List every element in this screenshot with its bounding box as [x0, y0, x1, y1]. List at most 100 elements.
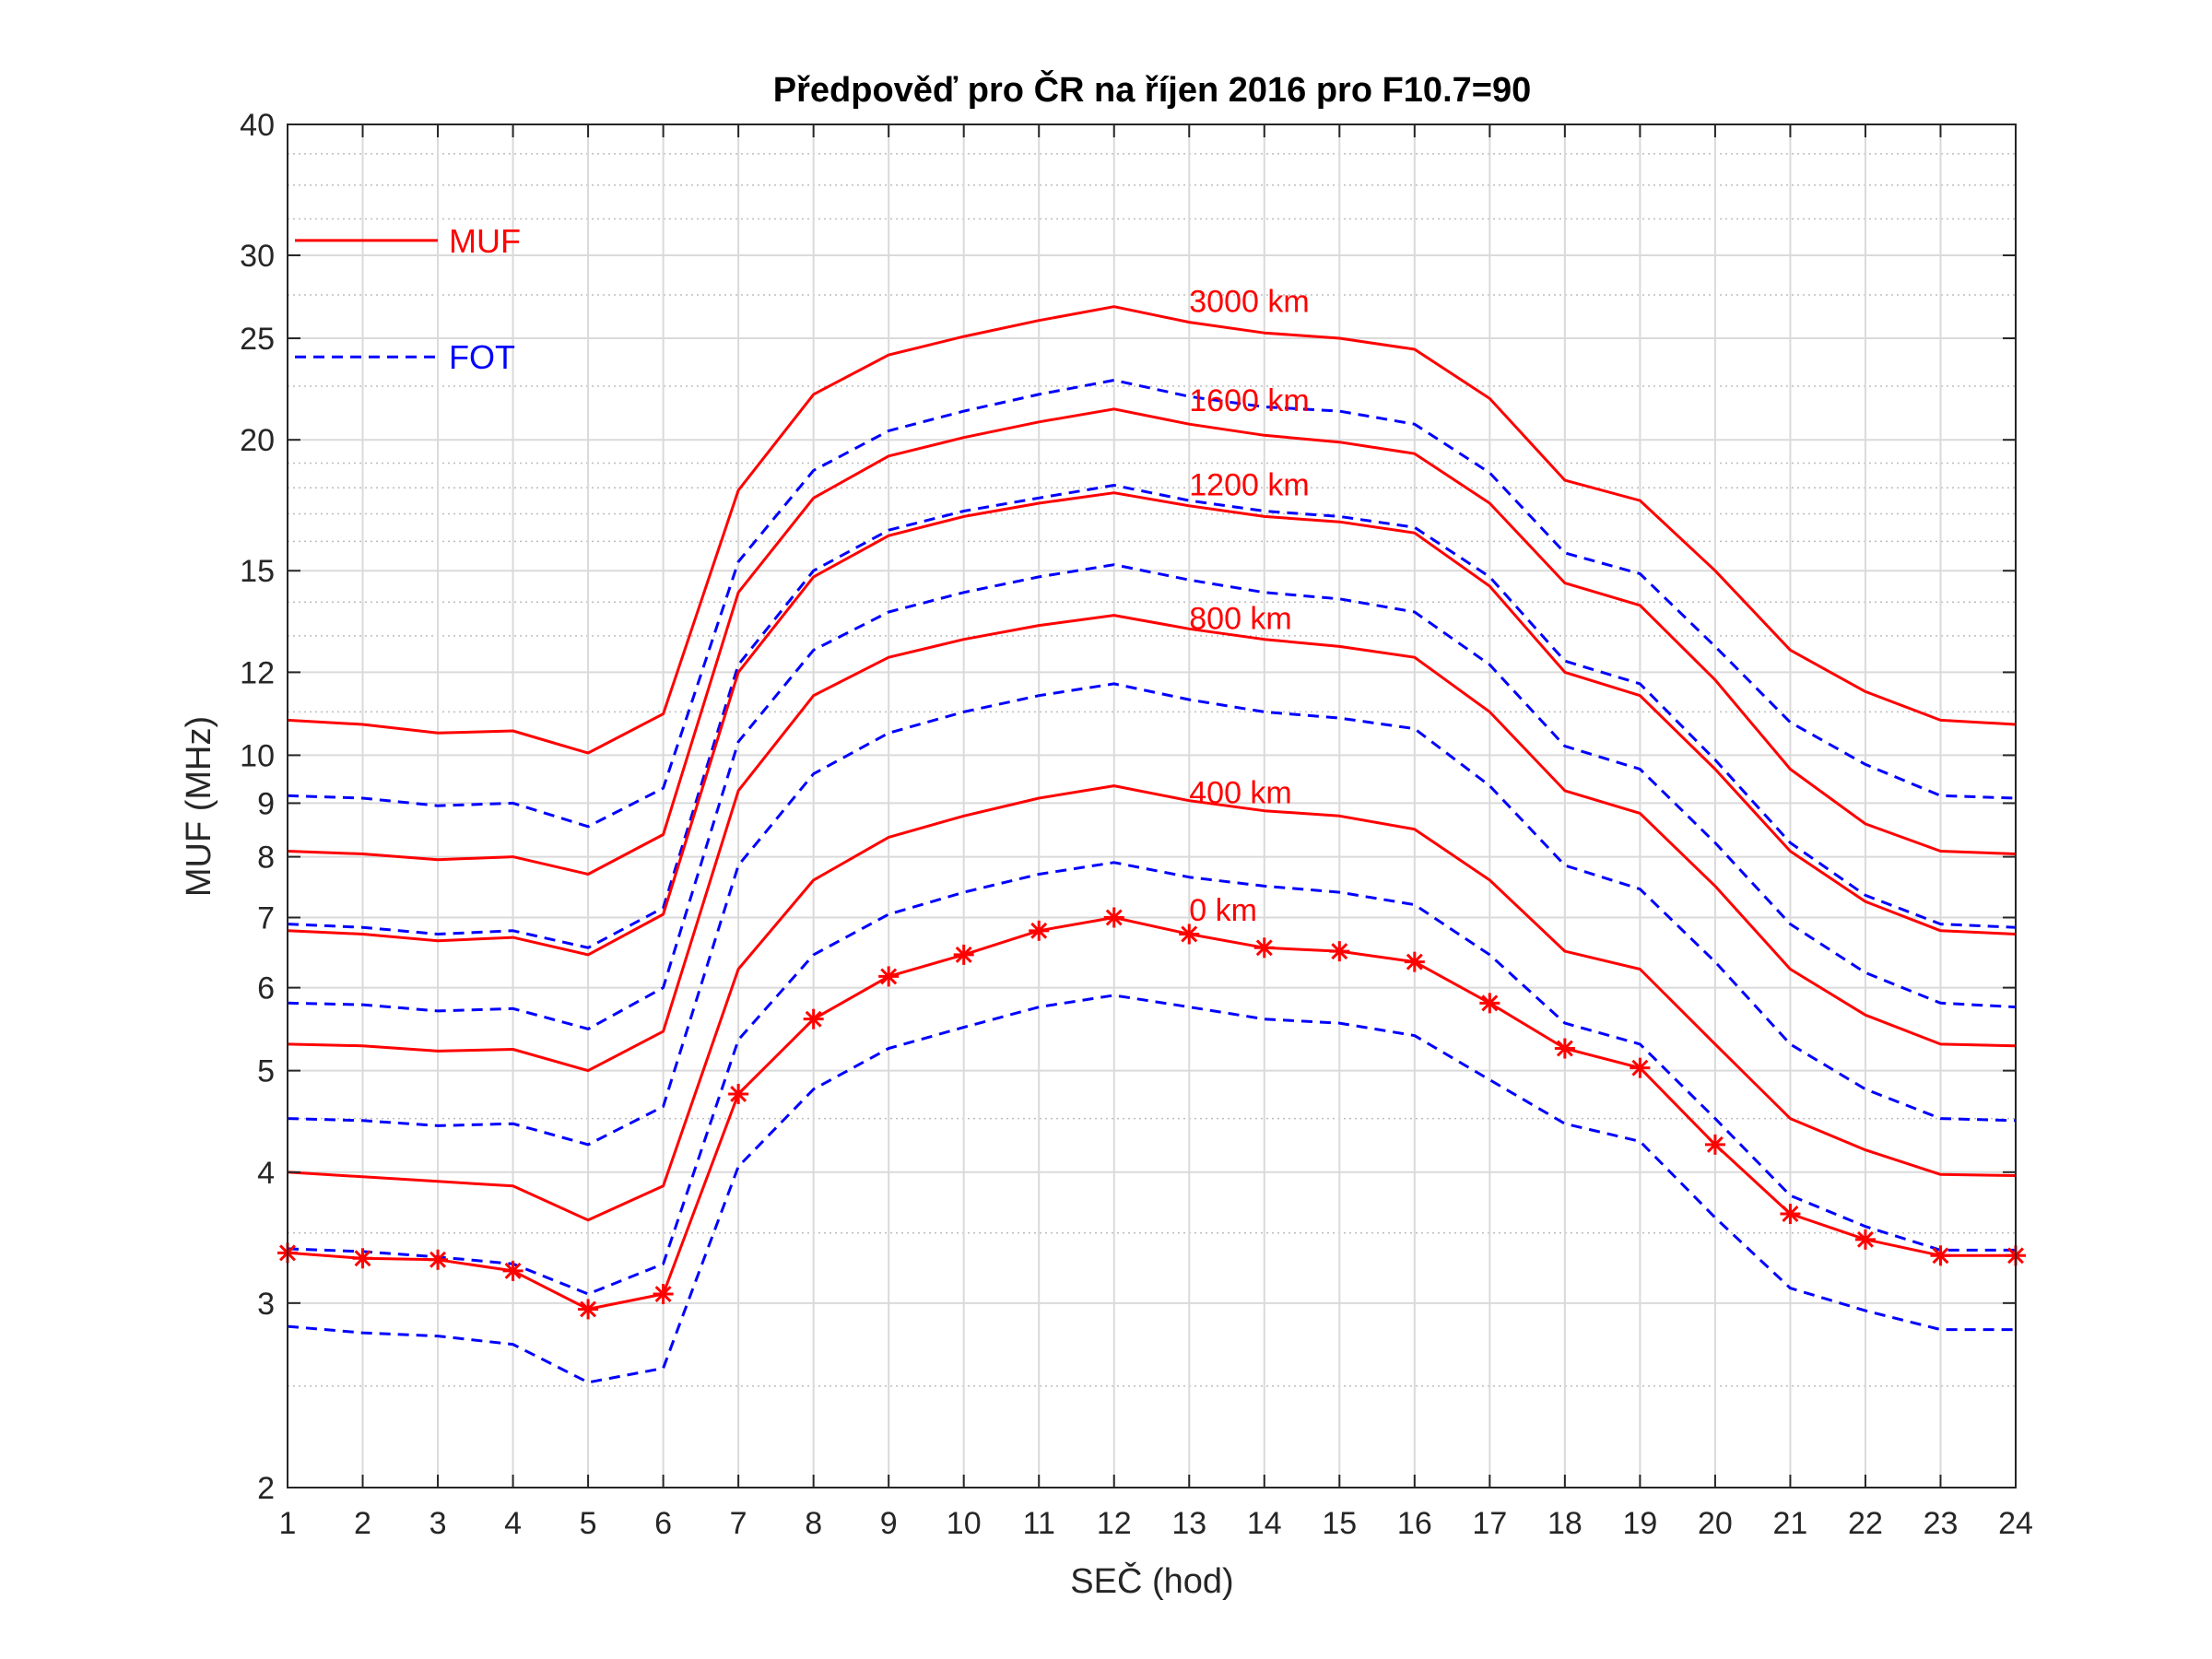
marker-stroke	[654, 1286, 672, 1303]
distance-label: 800 km	[1189, 601, 1292, 636]
data-point-muf-0km	[1329, 941, 1350, 962]
y-tick-label: 2	[257, 1471, 275, 1506]
x-tick-label: 14	[1247, 1506, 1282, 1541]
y-tick-label: 25	[240, 322, 275, 357]
x-tick-label: 19	[1622, 1506, 1657, 1541]
data-point-muf-0km	[1854, 1229, 1876, 1250]
y-tick-label: 15	[240, 554, 275, 589]
x-tick-label: 21	[1773, 1506, 1808, 1541]
series-line-muf-1200km	[287, 491, 2017, 957]
marker-stroke	[1331, 943, 1348, 960]
marker-stroke	[805, 1010, 822, 1028]
x-tick-label: 4	[504, 1506, 522, 1541]
y-tick-label: 5	[257, 1054, 275, 1089]
data-point-muf-0km	[1780, 1203, 1801, 1224]
y-tick-label: 6	[257, 971, 275, 1006]
series-line-muf-0km	[287, 916, 2016, 1311]
x-tick-label: 5	[580, 1506, 597, 1541]
data-point-muf-0km	[1630, 1057, 1651, 1078]
data-point-muf-0km	[1554, 1038, 1575, 1059]
x-tick-label: 9	[880, 1506, 898, 1541]
legend: MUF FOT	[295, 222, 521, 376]
x-axis-label: SEČ (hod)	[1070, 1560, 1233, 1601]
plot-area	[288, 124, 2016, 1488]
x-tick-label: 8	[805, 1506, 822, 1541]
marker-stroke	[730, 1085, 747, 1102]
marker-stroke	[1932, 1247, 1949, 1265]
marker-stroke	[1030, 922, 1048, 939]
marker-stroke	[1105, 909, 1123, 926]
data-point-muf-0km	[878, 966, 900, 987]
series-line-muf-400km	[287, 784, 2017, 1222]
distance-labels: 3000 km 1600 km 1200 km 800 km 400 km 0 km	[1189, 284, 1309, 928]
marker-stroke	[1631, 1059, 1649, 1077]
x-tick-label: 10	[947, 1506, 982, 1541]
marker-stroke	[1255, 939, 1273, 957]
distance-label: 1200 km	[1189, 468, 1309, 503]
data-point-muf-0km	[428, 1249, 449, 1270]
data-point-muf-0km	[1179, 924, 1200, 945]
distance-label: 400 km	[1189, 775, 1292, 810]
data-point-muf-0km	[1479, 993, 1500, 1014]
series-line-muf-800km	[287, 614, 2017, 1073]
series-layer	[277, 305, 2026, 1384]
marker-stroke	[504, 1262, 522, 1279]
data-point-muf-0km	[1704, 1134, 1725, 1155]
marker-stroke	[429, 1251, 447, 1268]
marker-stroke	[880, 968, 898, 985]
x-tick-label: 18	[1547, 1506, 1583, 1541]
y-tick-label: 20	[240, 423, 275, 458]
y-tick-label: 9	[257, 786, 275, 821]
data-point-muf-0km	[953, 944, 974, 965]
y-tick-label: 3	[257, 1287, 275, 1322]
x-tick-label: 22	[1848, 1506, 1883, 1541]
distance-label: 1600 km	[1189, 383, 1309, 418]
y-axis-label: MUF (MHz)	[180, 716, 218, 897]
data-point-muf-0km	[653, 1284, 674, 1305]
x-tick-label: 7	[730, 1506, 747, 1541]
y-tick-label: 10	[240, 738, 275, 773]
marker-stroke	[354, 1250, 371, 1267]
marker-stroke	[1481, 994, 1499, 1012]
series-line-fot-800km	[287, 682, 2017, 1147]
data-point-muf-0km	[502, 1260, 524, 1281]
marker-stroke	[1181, 925, 1198, 943]
marker-stroke	[1406, 953, 1423, 971]
x-tick-label: 11	[1023, 1506, 1055, 1541]
x-tick-label: 13	[1171, 1506, 1206, 1541]
marker-stroke	[955, 946, 972, 963]
distance-label: 0 km	[1189, 893, 1257, 928]
y-tick-label: 7	[257, 901, 275, 936]
x-tick-label: 23	[1924, 1506, 1959, 1541]
series-line-fot-0km	[287, 994, 2016, 1384]
legend-label-muf: MUF	[449, 222, 521, 260]
data-point-muf-0km	[352, 1248, 373, 1269]
series-line-fot-1600km	[287, 484, 2017, 949]
y-tick-label: 4	[257, 1156, 275, 1191]
series-line-muf-1600km	[287, 407, 2017, 876]
x-tick-label: 1	[279, 1506, 297, 1541]
series-line-fot-1200km	[287, 563, 2017, 1030]
y-tick-label: 8	[257, 841, 275, 876]
data-point-muf-0km	[1930, 1245, 1951, 1266]
marker-stroke	[580, 1300, 597, 1318]
x-tick-label: 24	[1998, 1506, 2033, 1541]
data-point-muf-0km	[803, 1008, 824, 1030]
x-tick-label: 15	[1322, 1506, 1357, 1541]
axes-box	[287, 124, 2017, 1488]
distance-label: 3000 km	[1189, 284, 1309, 319]
data-point-muf-0km	[728, 1083, 749, 1104]
x-tick-label: 2	[354, 1506, 371, 1541]
x-tick-label: 6	[654, 1506, 672, 1541]
data-point-muf-0km	[1103, 907, 1124, 928]
data-point-muf-0km	[578, 1299, 599, 1320]
data-point-muf-0km	[1404, 951, 1425, 972]
data-point-muf-0km	[1253, 937, 1275, 959]
x-tick-label: 20	[1698, 1506, 1733, 1541]
y-tick-label: 40	[240, 108, 275, 143]
marker-stroke	[1556, 1040, 1573, 1057]
marker-stroke	[1706, 1135, 1724, 1153]
y-tick-label: 12	[240, 655, 275, 690]
